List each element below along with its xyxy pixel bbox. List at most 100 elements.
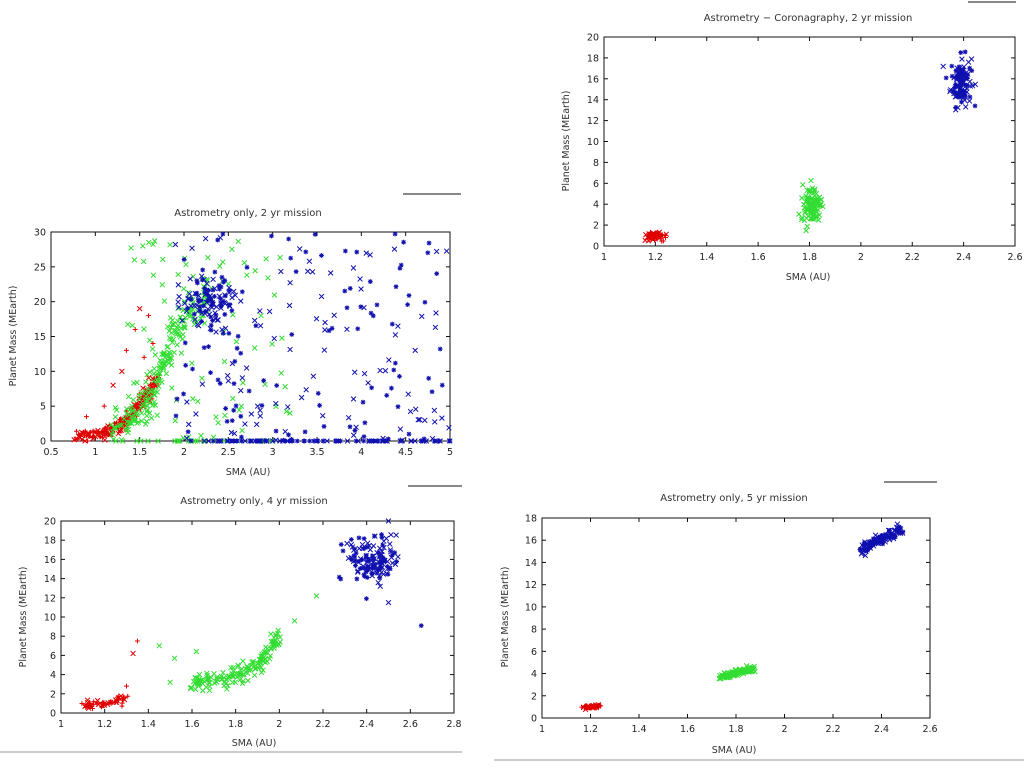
data-point xyxy=(389,560,396,566)
data-point xyxy=(117,416,123,422)
data-point xyxy=(238,350,244,356)
data-point xyxy=(288,255,294,261)
data-point xyxy=(376,566,382,572)
data-point xyxy=(149,346,156,352)
data-point xyxy=(813,194,819,201)
data-point xyxy=(865,548,870,553)
data-point xyxy=(130,650,136,657)
data-point xyxy=(412,347,418,354)
data-point xyxy=(379,438,385,444)
y-tick-label: 0 xyxy=(531,714,537,725)
data-point xyxy=(230,664,237,671)
data-point xyxy=(102,428,107,434)
data-point xyxy=(953,77,960,83)
data-point xyxy=(99,704,104,710)
data-point xyxy=(235,662,241,669)
data-point xyxy=(287,438,293,444)
data-point xyxy=(236,407,242,413)
data-point xyxy=(894,521,901,527)
data-point xyxy=(246,388,252,394)
data-point xyxy=(91,699,97,705)
data-point xyxy=(961,97,968,103)
data-point xyxy=(233,338,240,345)
data-point xyxy=(134,409,140,416)
data-point xyxy=(175,299,181,305)
data-point xyxy=(364,555,370,560)
data-point xyxy=(382,438,388,444)
data-point xyxy=(393,284,399,290)
data-point xyxy=(254,403,261,409)
data-point xyxy=(369,385,375,391)
y-tick-label: 12 xyxy=(44,593,56,604)
y-tick-label: 20 xyxy=(44,517,56,528)
data-point xyxy=(395,404,401,410)
data-point xyxy=(187,685,194,692)
data-point xyxy=(899,530,906,536)
data-point xyxy=(365,544,371,550)
data-point xyxy=(953,82,959,87)
data-point xyxy=(348,537,354,542)
data-point xyxy=(180,331,186,338)
data-point xyxy=(644,234,651,241)
data-point xyxy=(398,262,404,268)
data-point xyxy=(377,367,383,374)
data-point xyxy=(79,701,85,706)
data-point xyxy=(959,86,966,93)
data-point xyxy=(408,438,415,444)
data-point xyxy=(214,317,221,323)
data-point xyxy=(350,265,357,271)
data-point xyxy=(958,66,965,73)
data-point xyxy=(172,241,179,248)
data-point xyxy=(968,56,975,62)
x-axis-label: SMA (AU) xyxy=(786,272,831,283)
data-point xyxy=(659,238,665,244)
data-point xyxy=(654,236,660,242)
data-point xyxy=(186,291,193,297)
data-point xyxy=(418,438,424,444)
data-point xyxy=(379,534,385,540)
x-tick-label: 1.8 xyxy=(802,252,817,263)
data-point xyxy=(418,623,424,629)
data-point xyxy=(138,410,145,416)
data-point xyxy=(407,408,414,415)
data-point xyxy=(174,396,180,402)
x-tick-label: 2.6 xyxy=(922,724,937,735)
x-tick-label: 0.5 xyxy=(43,447,58,458)
data-point xyxy=(167,242,173,248)
data-point xyxy=(387,547,394,553)
data-point xyxy=(391,246,398,252)
data-point xyxy=(248,667,254,673)
data-point xyxy=(287,280,293,286)
y-tick-label: 12 xyxy=(525,580,537,591)
data-point xyxy=(95,701,102,708)
data-point xyxy=(89,435,95,441)
data-point xyxy=(433,248,440,255)
y-tick-label: 8 xyxy=(593,158,599,169)
data-point xyxy=(216,438,223,444)
data-point xyxy=(226,302,232,307)
data-point xyxy=(238,413,244,419)
data-point xyxy=(269,233,274,239)
data-point xyxy=(282,438,288,444)
data-point xyxy=(190,306,196,313)
data-point xyxy=(395,323,401,329)
data-point xyxy=(809,185,816,191)
data-point xyxy=(217,286,222,292)
data-point xyxy=(181,391,186,397)
data-point xyxy=(242,438,248,444)
data-point xyxy=(273,437,279,443)
data-point xyxy=(386,565,393,572)
data-point xyxy=(321,347,328,353)
data-point xyxy=(395,554,401,560)
data-point xyxy=(268,646,274,652)
data-point xyxy=(319,412,326,419)
data-point xyxy=(151,399,158,405)
data-point xyxy=(393,532,399,538)
data-point xyxy=(437,346,443,352)
data-point xyxy=(150,241,156,248)
data-point xyxy=(258,312,264,319)
data-point xyxy=(71,436,77,443)
data-point xyxy=(361,536,367,542)
data-point xyxy=(222,278,228,283)
data-point xyxy=(230,395,236,402)
